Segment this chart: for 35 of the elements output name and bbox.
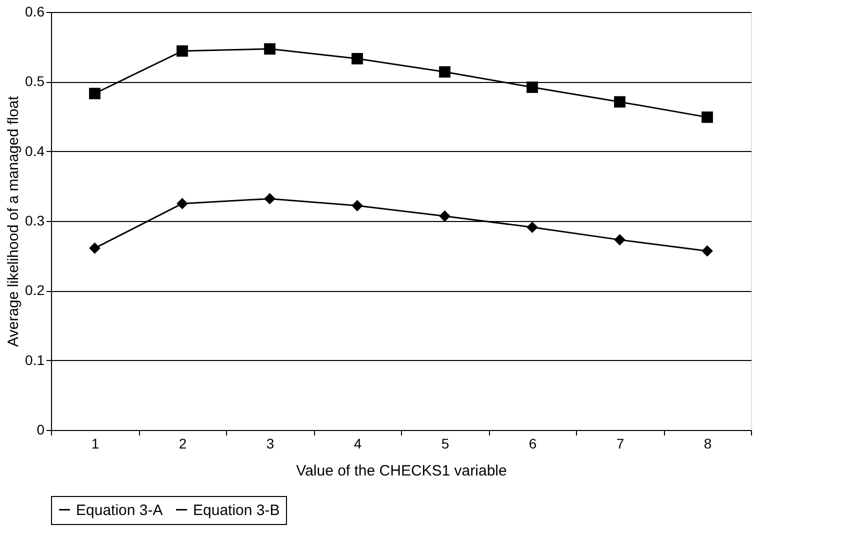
point bbox=[702, 111, 713, 123]
y-tick-label: 0.1 bbox=[25, 352, 45, 368]
point bbox=[439, 66, 450, 78]
legend-label: Equation 3-B bbox=[193, 502, 280, 519]
y-tick-label: 0.5 bbox=[25, 73, 45, 90]
x-tick-label: 7 bbox=[616, 436, 624, 452]
x-tick-label: 5 bbox=[441, 436, 450, 452]
point bbox=[176, 45, 188, 57]
x-tick-label: 8 bbox=[704, 436, 712, 452]
y-tick-label: 0.2 bbox=[25, 282, 45, 298]
legend-label: Equation 3-A bbox=[76, 502, 163, 519]
x-tick-label: 1 bbox=[91, 436, 100, 452]
point bbox=[614, 234, 626, 246]
x-tick-label: 3 bbox=[266, 436, 274, 452]
x-tick-label: 2 bbox=[178, 436, 187, 452]
point bbox=[264, 43, 276, 55]
point bbox=[702, 245, 713, 257]
point bbox=[352, 200, 363, 212]
point bbox=[526, 222, 538, 233]
point bbox=[264, 193, 276, 204]
x-tick-label: 4 bbox=[354, 436, 362, 452]
x-tick-label: 6 bbox=[528, 436, 537, 452]
point bbox=[526, 82, 538, 93]
y-tick-label: 0 bbox=[36, 422, 45, 438]
point bbox=[439, 210, 450, 222]
y-tick-label: 0.6 bbox=[25, 4, 45, 20]
point bbox=[614, 96, 626, 108]
point bbox=[352, 52, 363, 64]
y-tick-label: 0.4 bbox=[25, 142, 45, 159]
y-axis-title: Average likelihood of a managed float bbox=[5, 95, 22, 347]
point bbox=[89, 242, 100, 254]
point bbox=[176, 198, 188, 210]
point bbox=[89, 88, 100, 100]
y-tick-label: 0.3 bbox=[25, 212, 45, 228]
x-axis-title: Value of the CHECKS1 variable bbox=[296, 462, 507, 480]
